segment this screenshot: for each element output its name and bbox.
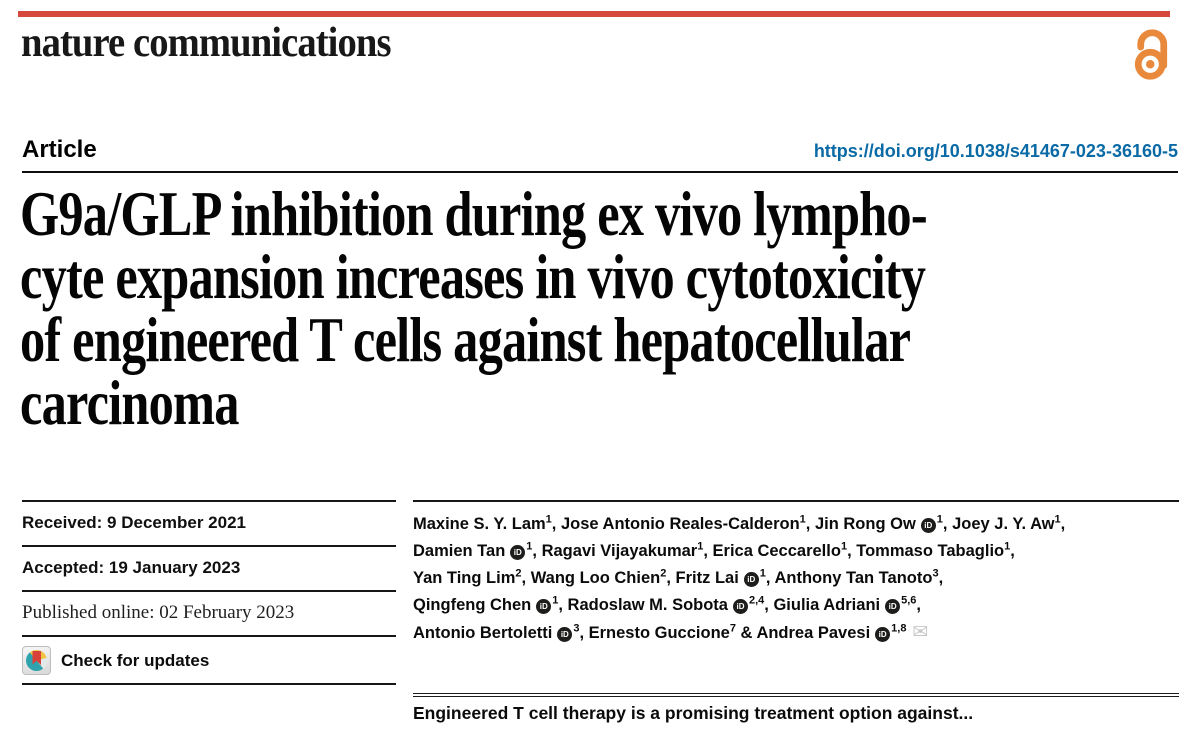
published-date: Published online: 02 February 2023	[22, 590, 396, 635]
author-affiliation-sup: 7	[729, 622, 736, 635]
email-corresponding-author-icon[interactable]: ✉	[912, 621, 929, 643]
author-column: Maxine S. Y. Lam1, Jose Antonio Reales-C…	[413, 500, 1179, 742]
article-meta-column: Received: 9 December 2021 Accepted: 19 J…	[22, 500, 396, 685]
author-affiliation-sup: 2	[660, 567, 667, 580]
title-line: of engineered T cells against hepatocell…	[20, 305, 911, 375]
author-line: Yan Ting Lim2, Wang Loo Chien2, Fritz La…	[413, 565, 1179, 592]
author-affiliation-sup: 1	[799, 513, 806, 526]
author-separator: ,	[938, 569, 944, 587]
author-affiliation-sup: 1	[759, 567, 766, 580]
author-affiliation-sup: 1	[1004, 540, 1011, 553]
check-for-updates-badge[interactable]: Check for updates	[22, 635, 396, 685]
author-affiliation-sup: 3	[932, 567, 939, 580]
author-separator: ,	[532, 542, 542, 560]
author-separator: ,	[847, 542, 857, 560]
author-line: Antonio Bertoletti iD 3, Ernesto Guccione7…	[413, 619, 1179, 647]
author-separator: ,	[551, 515, 561, 533]
title-line: carcinoma	[20, 368, 239, 438]
orcid-icon[interactable]: iD	[536, 599, 552, 614]
author-affiliation-sup: 5,6	[901, 594, 917, 607]
author-line: Maxine S. Y. Lam1, Jose Antonio Reales-C…	[413, 511, 1179, 538]
orcid-icon[interactable]: iD	[557, 627, 573, 642]
orcid-icon[interactable]: iD	[732, 599, 748, 614]
author-separator: ,	[942, 515, 953, 533]
author-affiliation-sup: 1	[936, 513, 943, 526]
doi-link[interactable]: https://doi.org/10.1038/s41467-023-36160…	[813, 141, 1178, 161]
author-affiliation-sup: 2	[515, 567, 522, 580]
open-access-icon	[1134, 29, 1168, 80]
author-affiliation-sup: 1	[552, 594, 559, 607]
author-name: Ragavi Vijayakumar	[541, 542, 698, 560]
author-name: Fritz Lai	[675, 569, 739, 587]
orcid-icon[interactable]: iD	[885, 599, 901, 614]
author-separator: ,	[764, 596, 774, 614]
author-affiliation-sup: 1	[1054, 513, 1061, 526]
author-affiliation-sup: 1,8	[891, 622, 907, 635]
author-name: Radoslaw M. Sobota	[567, 596, 728, 614]
author-name: Wang Loo Chien	[530, 569, 661, 587]
article-title: G9a/GLP inhibition during ex vivo lympho…	[20, 183, 1200, 435]
author-name: Erica Ceccarello	[712, 542, 841, 560]
author-name: Maxine S. Y. Lam	[413, 515, 546, 533]
author-affiliation-sup: 1	[526, 540, 533, 553]
orcid-icon[interactable]: iD	[875, 627, 891, 642]
author-separator: ,	[1010, 542, 1015, 560]
author-separator: ,	[579, 624, 589, 642]
accepted-date: Accepted: 19 January 2023	[22, 545, 396, 590]
header-divider	[22, 171, 1178, 173]
author-separator: ,	[805, 515, 815, 533]
author-affiliation-sup: 2,4	[748, 594, 765, 607]
author-separator: ,	[765, 569, 775, 587]
received-date: Received: 9 December 2021	[22, 500, 396, 545]
masthead-red-bar	[18, 11, 1170, 17]
crossmark-icon	[22, 646, 51, 675]
author-affiliation-sup: 3	[573, 622, 580, 635]
author-separator: ,	[916, 596, 921, 614]
author-name: Jose Antonio Reales-Calderon	[560, 515, 800, 533]
author-separator: ,	[1060, 515, 1066, 533]
author-name: Damien Tan	[413, 542, 506, 560]
author-affiliation-sup: 1	[697, 540, 704, 553]
author-name: Yan Ting Lim	[413, 569, 516, 587]
author-line: Qingfeng Chen iD 1, Radoslaw M. Sobota iD 2,…	[413, 592, 1179, 619]
orcid-icon[interactable]: iD	[920, 518, 936, 533]
article-page: { "brand": { "logo": "nature communicati…	[18, 11, 1200, 723]
author-name: Ernesto Guccione	[588, 624, 730, 642]
title-line: G9a/GLP inhibition during ex vivo lympho…	[20, 179, 928, 249]
author-name: Jin Rong Ow	[814, 515, 916, 533]
article-type-label: Article	[22, 136, 97, 163]
author-separator: &	[735, 624, 757, 642]
title-line: cyte expansion increases in vivo cytotox…	[20, 242, 926, 312]
author-separator: ,	[666, 569, 676, 587]
author-list: Maxine S. Y. Lam1, Jose Antonio Reales-C…	[413, 500, 1179, 647]
orcid-icon[interactable]: iD	[743, 572, 759, 587]
author-name: Andrea Pavesi	[756, 624, 871, 642]
author-line: Damien Tan iD 1, Ragavi Vijayakumar1, Eric…	[413, 538, 1179, 565]
author-name: Antonio Bertoletti	[413, 624, 553, 642]
author-separator: ,	[558, 596, 568, 614]
journal-logo: nature communications	[21, 20, 392, 66]
author-name: Tommaso Tabaglio	[856, 542, 1005, 560]
author-affiliation-sup: 1	[545, 513, 552, 526]
author-name: Joey J. Y. Aw	[952, 515, 1055, 533]
author-name: Anthony Tan Tanoto	[774, 569, 933, 587]
author-name: Giulia Adriani	[773, 596, 881, 614]
abstract-first-line: Engineered T cell therapy is a promising…	[413, 703, 974, 723]
article-header-row: Article https://doi.org/10.1038/s41467-0…	[22, 136, 1178, 164]
author-affiliation-sup: 1	[840, 540, 848, 553]
orcid-icon[interactable]: iD	[510, 545, 526, 560]
author-separator: ,	[521, 569, 531, 587]
author-name: Qingfeng Chen	[413, 596, 532, 614]
abstract-divider	[413, 693, 1179, 697]
check-for-updates-label: Check for updates	[61, 650, 210, 670]
author-separator: ,	[703, 542, 713, 560]
